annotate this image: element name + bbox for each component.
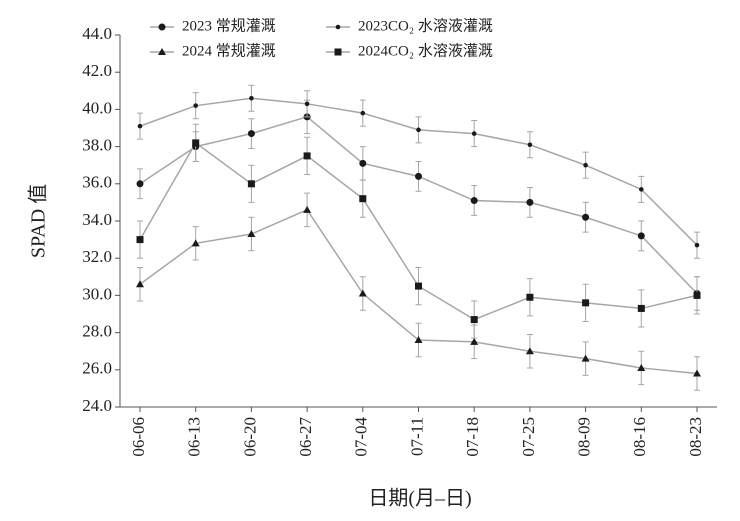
x-tick-label: 07-04	[352, 417, 371, 457]
point	[471, 131, 477, 136]
x-tick-label: 06-20	[240, 417, 259, 457]
x-tick-label: 08-16	[630, 417, 649, 457]
point	[136, 236, 144, 244]
y-tick-label: 44.0	[82, 24, 112, 43]
point	[136, 280, 144, 288]
x-axis-title: 日期(月–日)	[368, 488, 471, 510]
x-tick-label: 06-27	[296, 417, 315, 457]
point	[583, 162, 588, 168]
point	[304, 101, 310, 107]
point	[693, 369, 701, 377]
point	[470, 316, 478, 324]
point	[694, 242, 700, 248]
point	[470, 337, 479, 345]
point	[359, 159, 367, 167]
point	[191, 239, 200, 247]
y-tick-label: 28.0	[82, 322, 112, 341]
x-tick-label: 08-23	[686, 417, 705, 457]
y-tick-label: 42.0	[82, 61, 112, 80]
point	[247, 180, 255, 188]
point	[303, 152, 311, 160]
x-tick-label: 06-13	[185, 417, 204, 457]
point	[637, 232, 645, 240]
x-tick-label: 06-06	[129, 417, 148, 457]
point	[358, 289, 367, 297]
point	[415, 172, 422, 180]
point	[247, 130, 255, 138]
point	[525, 347, 534, 355]
legend-marker	[335, 24, 341, 30]
point	[359, 195, 367, 203]
y-tick-label: 34.0	[82, 210, 112, 229]
point	[470, 197, 478, 205]
point	[693, 291, 701, 299]
point	[582, 299, 590, 307]
x-tick-label: 08-09	[575, 417, 594, 457]
y-axis-title: SPAD 值	[27, 184, 50, 258]
point	[637, 304, 645, 312]
y-tick-label: 38.0	[82, 136, 112, 155]
point	[193, 103, 198, 108]
x-tick-label: 07-25	[519, 417, 538, 457]
point	[249, 95, 254, 101]
point	[416, 127, 421, 133]
x-tick-label: 07-18	[463, 417, 482, 457]
legend-marker	[158, 23, 166, 31]
x-tick-label: 07-11	[407, 417, 426, 456]
point	[527, 142, 533, 148]
point	[192, 139, 200, 147]
legend-label: 2024CO₂ 水溶液灌溉	[358, 42, 493, 59]
point	[526, 198, 534, 206]
legend-label: 2023 常规灌溉	[182, 17, 276, 34]
y-tick-label: 36.0	[82, 173, 112, 192]
point	[136, 180, 144, 188]
point	[360, 110, 366, 116]
point	[581, 354, 590, 362]
legend-label: 2023CO₂ 水溶液灌溉	[358, 17, 493, 34]
y-tick-label: 32.0	[82, 247, 112, 266]
point	[137, 123, 143, 129]
legend-marker	[334, 48, 342, 56]
point	[639, 187, 644, 192]
legend-label: 2024 常规灌溉	[182, 42, 276, 59]
y-tick-label: 30.0	[82, 284, 112, 303]
y-tick-label: 40.0	[82, 98, 112, 117]
point	[526, 293, 534, 301]
y-tick-label: 26.0	[82, 359, 112, 378]
point	[414, 336, 423, 344]
y-tick-label: 24.0	[82, 396, 112, 415]
point	[303, 205, 312, 213]
point	[582, 213, 590, 221]
point	[247, 230, 256, 238]
point	[415, 282, 422, 290]
legend-marker	[158, 48, 166, 55]
point	[637, 363, 646, 371]
